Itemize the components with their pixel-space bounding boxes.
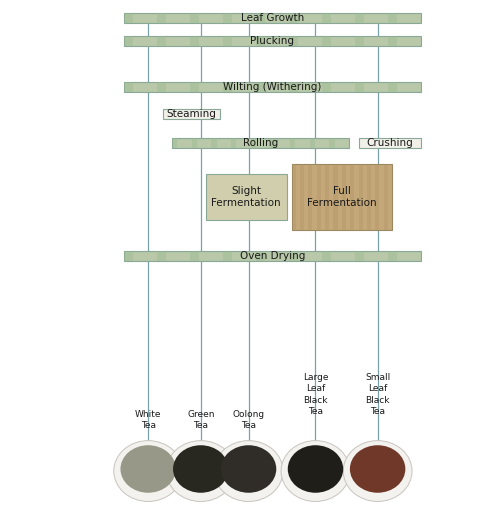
Bar bbox=[334, 164, 337, 230]
Bar bbox=[388, 251, 397, 261]
Bar bbox=[342, 164, 346, 230]
Bar bbox=[223, 251, 232, 261]
Bar bbox=[157, 82, 166, 92]
Bar bbox=[223, 36, 232, 46]
Bar bbox=[292, 164, 296, 230]
Bar bbox=[289, 36, 298, 46]
Text: Leaf Growth: Leaf Growth bbox=[241, 13, 304, 23]
Bar bbox=[290, 138, 295, 148]
Ellipse shape bbox=[281, 441, 350, 501]
Text: Wilting (Withering): Wilting (Withering) bbox=[223, 82, 322, 92]
Bar bbox=[292, 164, 392, 230]
Ellipse shape bbox=[221, 445, 276, 493]
Text: Small
Leaf
Black
Tea: Small Leaf Black Tea bbox=[365, 373, 390, 416]
Bar bbox=[157, 13, 166, 23]
Bar bbox=[223, 13, 232, 23]
Bar bbox=[124, 36, 421, 46]
Bar bbox=[355, 13, 364, 23]
Bar bbox=[223, 82, 232, 92]
Bar bbox=[329, 138, 335, 148]
Bar bbox=[355, 82, 364, 92]
Text: Oolong
Tea: Oolong Tea bbox=[232, 410, 265, 430]
Bar bbox=[355, 36, 364, 46]
Text: Rolling: Rolling bbox=[243, 138, 278, 148]
Bar bbox=[388, 13, 397, 23]
Bar bbox=[124, 13, 421, 23]
Bar bbox=[322, 13, 331, 23]
Ellipse shape bbox=[288, 445, 343, 493]
Bar bbox=[256, 82, 265, 92]
Bar bbox=[316, 164, 321, 230]
Text: Oven Drying: Oven Drying bbox=[240, 251, 305, 261]
Bar bbox=[163, 109, 220, 119]
Bar bbox=[256, 13, 265, 23]
Bar bbox=[325, 164, 329, 230]
Bar bbox=[355, 251, 364, 261]
Bar bbox=[190, 251, 199, 261]
Text: Full
Fermentation: Full Fermentation bbox=[307, 186, 377, 208]
Ellipse shape bbox=[343, 441, 412, 501]
Bar bbox=[300, 164, 304, 230]
Bar bbox=[124, 82, 421, 92]
Text: Large
Leaf
Black
Tea: Large Leaf Black Tea bbox=[303, 373, 328, 416]
Bar bbox=[190, 13, 199, 23]
Bar bbox=[383, 164, 388, 230]
Bar bbox=[211, 138, 217, 148]
Text: Crushing: Crushing bbox=[366, 138, 413, 148]
Bar bbox=[172, 138, 177, 148]
Bar bbox=[289, 13, 298, 23]
Bar bbox=[250, 138, 256, 148]
Text: Steaming: Steaming bbox=[166, 109, 216, 119]
Bar bbox=[322, 251, 331, 261]
Bar bbox=[271, 138, 276, 148]
Bar bbox=[289, 251, 298, 261]
Bar bbox=[190, 82, 199, 92]
Ellipse shape bbox=[350, 445, 405, 493]
Bar bbox=[375, 164, 380, 230]
Bar bbox=[157, 36, 166, 46]
Bar bbox=[192, 138, 197, 148]
Text: Green
Tea: Green Tea bbox=[187, 410, 215, 430]
Ellipse shape bbox=[166, 441, 235, 501]
Bar bbox=[190, 36, 199, 46]
Bar bbox=[322, 36, 331, 46]
Text: White
Tea: White Tea bbox=[135, 410, 162, 430]
Bar bbox=[308, 164, 313, 230]
Bar bbox=[124, 251, 421, 261]
Bar bbox=[322, 82, 331, 92]
Bar bbox=[124, 36, 133, 46]
Bar bbox=[124, 251, 133, 261]
Bar bbox=[388, 82, 397, 92]
Bar bbox=[256, 36, 265, 46]
Bar bbox=[231, 138, 237, 148]
Bar bbox=[172, 138, 349, 148]
Bar bbox=[358, 138, 421, 148]
Ellipse shape bbox=[173, 445, 228, 493]
Bar bbox=[358, 164, 363, 230]
Text: Plucking: Plucking bbox=[250, 36, 294, 46]
Bar bbox=[124, 82, 133, 92]
Bar bbox=[289, 82, 298, 92]
Bar bbox=[157, 251, 166, 261]
Bar bbox=[367, 164, 371, 230]
Bar bbox=[350, 164, 354, 230]
Bar bbox=[124, 13, 133, 23]
Bar bbox=[310, 138, 315, 148]
Bar bbox=[206, 174, 287, 220]
Ellipse shape bbox=[114, 441, 183, 501]
Bar bbox=[388, 36, 397, 46]
Bar bbox=[256, 251, 265, 261]
Ellipse shape bbox=[120, 445, 176, 493]
Text: Slight
Fermentation: Slight Fermentation bbox=[211, 186, 281, 208]
Ellipse shape bbox=[214, 441, 283, 501]
